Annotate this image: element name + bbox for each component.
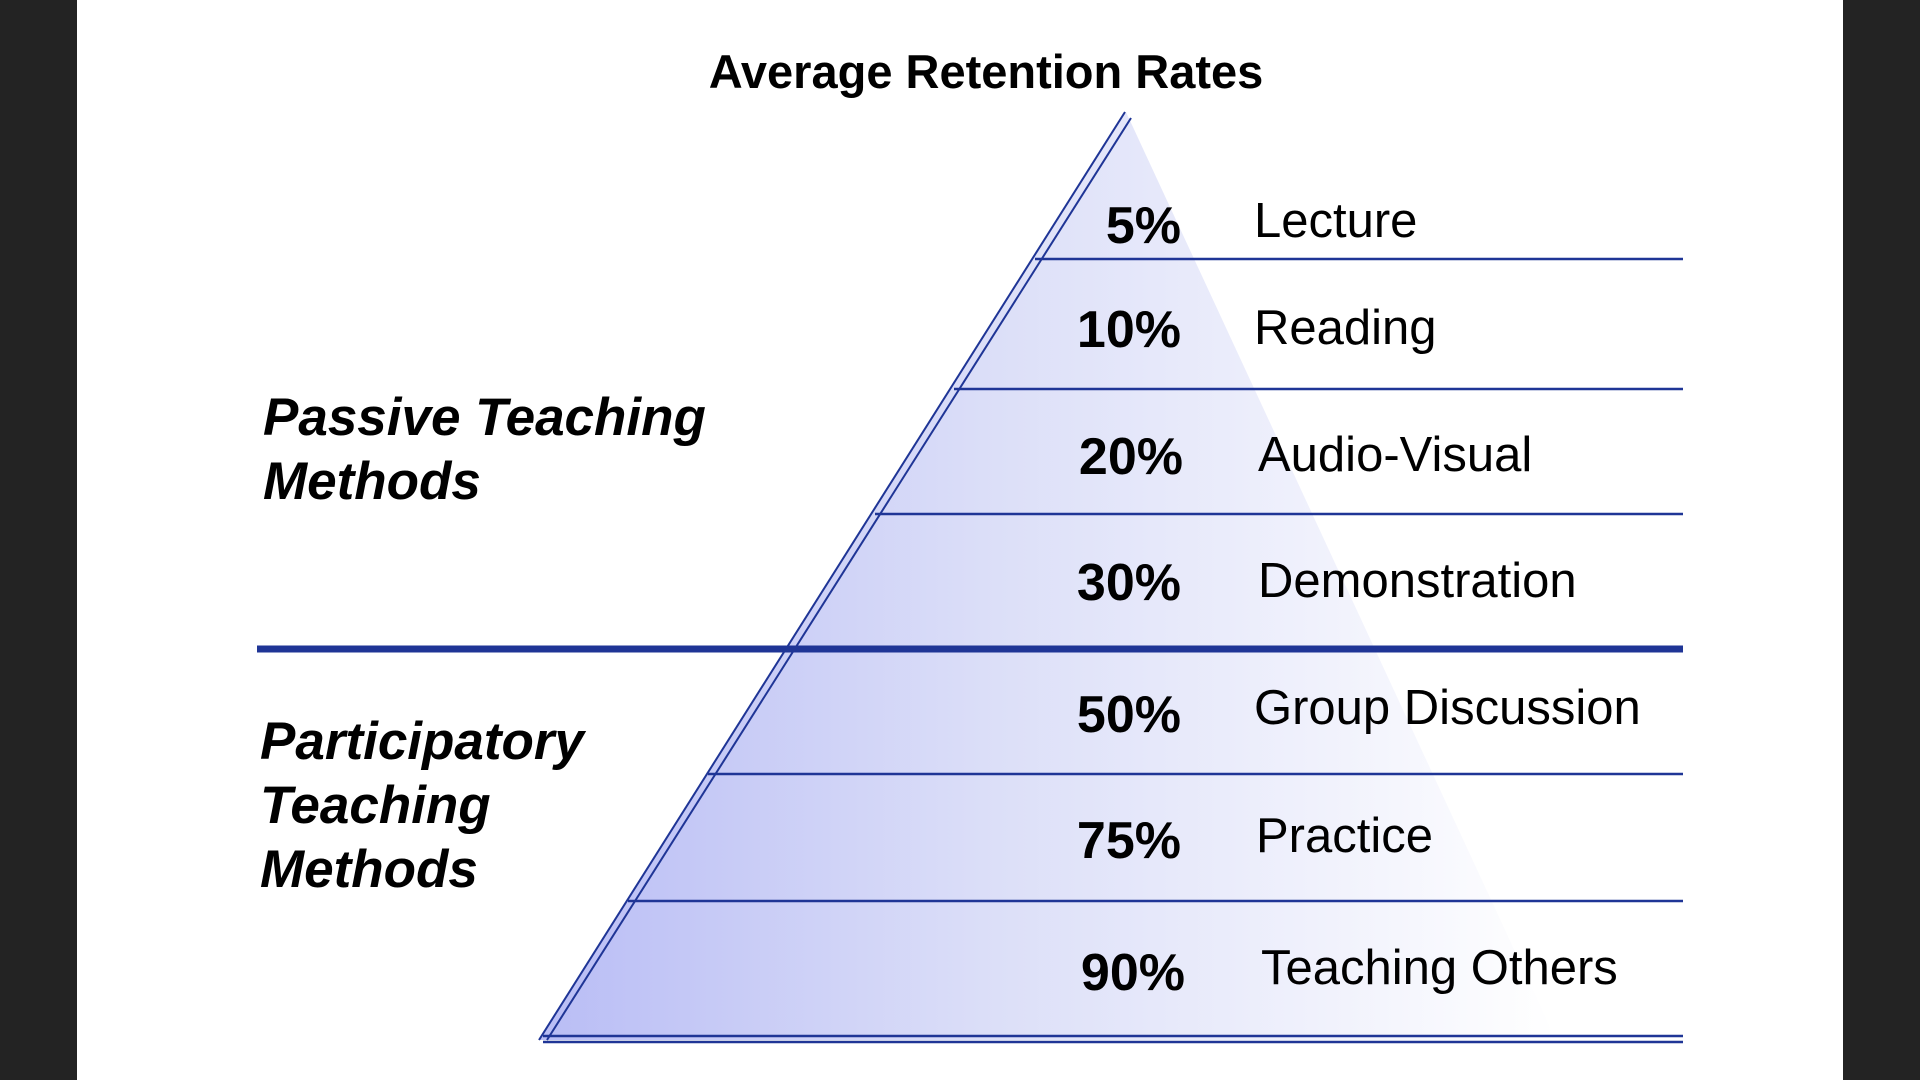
percent-reading: 10%: [1076, 301, 1181, 359]
page-title: Average Retention Rates: [708, 45, 1264, 98]
slide: Average Retention Rates Passive Teaching…: [77, 0, 1843, 1080]
method-practice: Practice: [1256, 809, 1434, 863]
pyramid-left-edge-outer: [538, 111, 1126, 1041]
method-demonstration: Demonstration: [1258, 554, 1577, 608]
percent-practice: 75%: [1076, 812, 1181, 870]
pyramid-left-edge-inner: [546, 117, 1132, 1041]
pyramid-shape: [539, 112, 1556, 1040]
method-audio-visual: Audio-Visual: [1258, 428, 1533, 482]
participatory-label-line: Participatory: [260, 712, 585, 771]
percent-teaching-others: 90%: [1080, 944, 1185, 1002]
participatory-label-line: Teaching: [260, 776, 491, 835]
method-teaching-others: Teaching Others: [1261, 941, 1618, 995]
participatory-label-line: Methods: [260, 840, 478, 899]
passive-methods-label: Passive Teaching Methods: [263, 386, 706, 514]
percent-demonstration: 30%: [1076, 554, 1181, 612]
method-lecture: Lecture: [1254, 194, 1418, 248]
participatory-methods-label: Participatory Teaching Methods: [260, 710, 584, 902]
passive-label-line: Methods: [263, 452, 481, 511]
percent-audio-visual: 20%: [1078, 428, 1183, 486]
method-group-discussion: Group Discussion: [1254, 681, 1641, 735]
method-reading: Reading: [1254, 301, 1437, 355]
percent-group-discussion: 50%: [1076, 686, 1181, 744]
retention-pyramid: [257, 111, 1683, 1044]
percent-lecture: 5%: [1105, 197, 1181, 255]
passive-label-line: Passive Teaching: [263, 388, 706, 447]
